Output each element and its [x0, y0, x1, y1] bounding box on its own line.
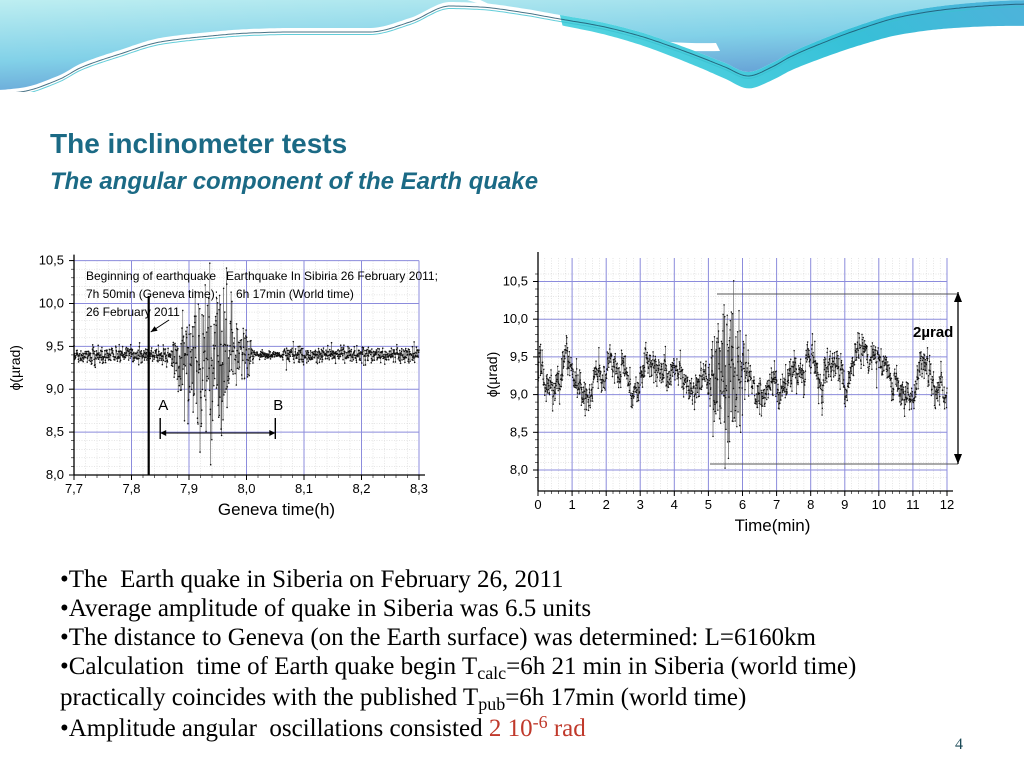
svg-text:0: 0 [534, 497, 541, 512]
svg-text:5: 5 [705, 497, 712, 512]
svg-text:6: 6 [739, 497, 746, 512]
svg-text:2: 2 [603, 497, 610, 512]
svg-text:26 February 2011: 26 February 2011 [86, 305, 180, 319]
svg-text:Earthquake In Sibiria 26 Febru: Earthquake In Sibiria 26 February 2011; [226, 269, 438, 283]
svg-text:ϕ(µrad): ϕ(µrad) [7, 345, 23, 390]
svg-text:10: 10 [872, 497, 886, 512]
svg-text:8,2: 8,2 [352, 481, 370, 496]
svg-text:4: 4 [671, 497, 678, 512]
svg-text:12: 12 [940, 497, 954, 512]
svg-text:7: 7 [773, 497, 780, 512]
svg-text:7,9: 7,9 [180, 481, 198, 496]
svg-text:Beginning of earthquake: Beginning of earthquake [86, 269, 216, 283]
svg-text:10,0: 10,0 [503, 311, 528, 326]
svg-text:8: 8 [807, 497, 814, 512]
svg-text:3: 3 [637, 497, 644, 512]
svg-text:9,5: 9,5 [46, 338, 64, 353]
svg-text:Geneva time(h): Geneva time(h) [218, 500, 335, 519]
svg-text:9,0: 9,0 [510, 387, 528, 402]
svg-text:ϕ(µrad): ϕ(µrad) [484, 352, 500, 397]
svg-text:9: 9 [841, 497, 848, 512]
svg-text:9,5: 9,5 [510, 349, 528, 364]
svg-text:10,5: 10,5 [503, 274, 528, 289]
svg-text:10,5: 10,5 [39, 253, 64, 268]
svg-text:6h 17min (World time): 6h 17min (World time) [236, 287, 354, 301]
svg-text:Time(min): Time(min) [735, 516, 811, 535]
svg-text:7,8: 7,8 [122, 481, 140, 496]
svg-text:8,5: 8,5 [510, 424, 528, 439]
svg-text:8,5: 8,5 [46, 424, 64, 439]
svg-text:1: 1 [568, 497, 575, 512]
svg-text:2µrad: 2µrad [913, 324, 953, 341]
svg-text:9,0: 9,0 [46, 381, 64, 396]
svg-text:7,7: 7,7 [65, 481, 83, 496]
svg-text:7h 50min (Geneva time):: 7h 50min (Geneva time): [86, 287, 218, 301]
svg-text:11: 11 [906, 497, 920, 512]
svg-text:A: A [158, 397, 168, 414]
svg-text:B: B [273, 397, 283, 414]
svg-text:8,3: 8,3 [410, 481, 428, 496]
svg-text:8,1: 8,1 [295, 481, 313, 496]
svg-text:10,0: 10,0 [39, 296, 64, 311]
svg-text:8,0: 8,0 [46, 467, 64, 482]
svg-text:8,0: 8,0 [510, 462, 528, 477]
svg-text:8,0: 8,0 [237, 481, 255, 496]
